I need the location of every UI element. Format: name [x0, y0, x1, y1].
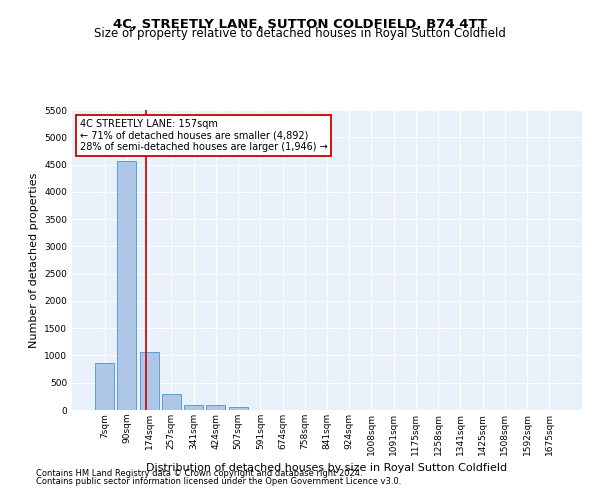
- Text: 4C STREETLY LANE: 157sqm
← 71% of detached houses are smaller (4,892)
28% of sem: 4C STREETLY LANE: 157sqm ← 71% of detach…: [80, 119, 328, 152]
- Text: Size of property relative to detached houses in Royal Sutton Coldfield: Size of property relative to detached ho…: [94, 28, 506, 40]
- Bar: [140, 352, 158, 410]
- Text: Contains public sector information licensed under the Open Government Licence v3: Contains public sector information licen…: [36, 477, 401, 486]
- Bar: [162, 394, 181, 410]
- Bar: [184, 405, 203, 410]
- Bar: [229, 407, 248, 410]
- X-axis label: Distribution of detached houses by size in Royal Sutton Coldfield: Distribution of detached houses by size …: [146, 463, 508, 473]
- Bar: [95, 362, 114, 410]
- Bar: [118, 162, 136, 410]
- Text: 4C, STREETLY LANE, SUTTON COLDFIELD, B74 4TT: 4C, STREETLY LANE, SUTTON COLDFIELD, B74…: [113, 18, 487, 30]
- Bar: [206, 406, 225, 410]
- Text: Contains HM Land Registry data © Crown copyright and database right 2024.: Contains HM Land Registry data © Crown c…: [36, 468, 362, 477]
- Y-axis label: Number of detached properties: Number of detached properties: [29, 172, 38, 348]
